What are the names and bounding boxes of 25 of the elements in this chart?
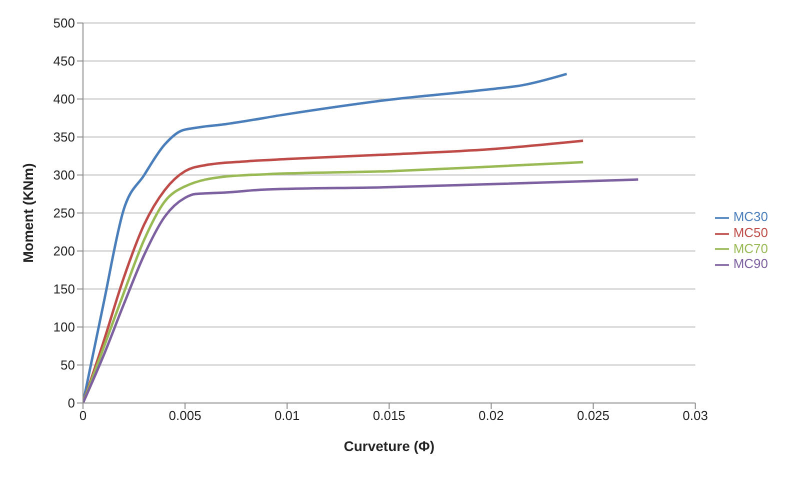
y-tick-label: 300 (53, 168, 75, 183)
legend-label: MC30 (733, 209, 768, 224)
x-tick-label: 0.005 (168, 408, 202, 424)
y-tick-label: 150 (53, 282, 75, 297)
legend-label: MC70 (733, 240, 768, 256)
y-tick-label: 350 (53, 130, 75, 145)
line-series (83, 178, 640, 403)
legend-label: MC90 (733, 256, 768, 272)
y-tick-label: 500 (53, 16, 75, 31)
y-tick-label: 0 (68, 396, 75, 411)
legend-label: MC50 (733, 224, 768, 240)
x-tick-label: 0.02 (478, 408, 504, 424)
y-tick-label: 200 (53, 244, 75, 259)
x-tick-label: 0.025 (576, 408, 610, 424)
y-tick-label: 100 (53, 320, 75, 335)
y-tick-label: 250 (53, 206, 75, 221)
y-tick-label: 400 (53, 92, 75, 107)
y-tick-label: 450 (53, 54, 75, 69)
y-axis-title: Moment (KNm) (20, 163, 36, 263)
x-tick-label: 0.015 (372, 408, 406, 424)
y-tick-label: 50 (60, 358, 75, 373)
x-tick-label: 0.01 (274, 408, 300, 424)
x-axis-title: Curveture (Φ) (344, 438, 435, 454)
x-tick-label: 0 (79, 408, 87, 424)
x-tick-label: 0.03 (682, 408, 708, 424)
